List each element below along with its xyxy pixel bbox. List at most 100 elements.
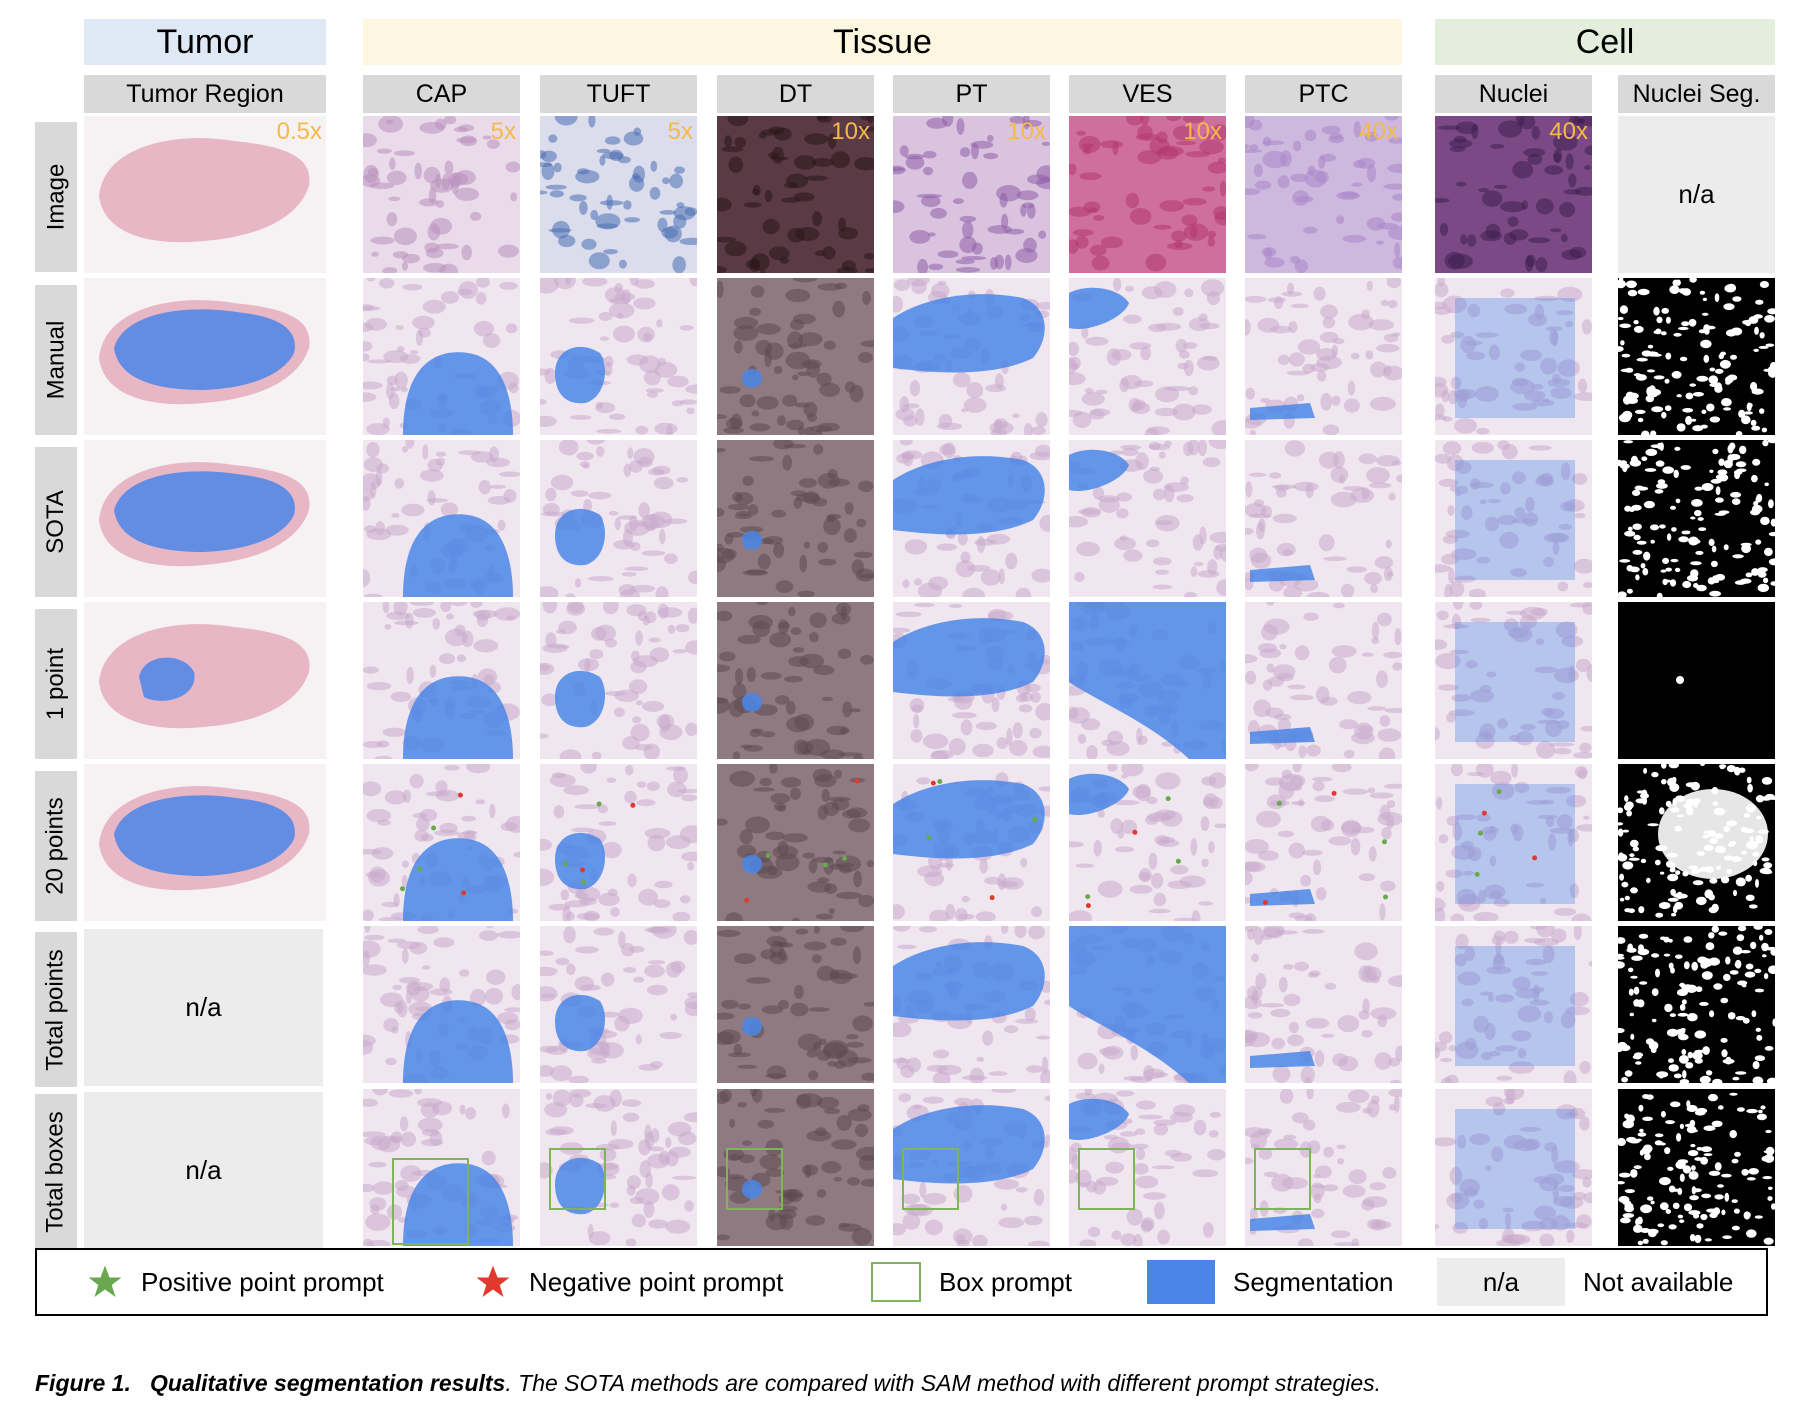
cell-total-points-ptc bbox=[1245, 926, 1402, 1083]
cell-sota-ptc bbox=[1245, 440, 1402, 597]
na-tumor-total-points: n/a bbox=[84, 929, 323, 1086]
cell-total-boxes-ptc bbox=[1245, 1089, 1402, 1246]
cell-1-point-nuclei bbox=[1435, 602, 1592, 759]
row-header-20-points: 20 points bbox=[35, 771, 77, 921]
thumbnail bbox=[1245, 1089, 1402, 1246]
cell-20-points-ptc bbox=[1245, 764, 1402, 921]
thumbnail bbox=[893, 764, 1050, 921]
thumbnail bbox=[1435, 926, 1592, 1083]
thumbnail bbox=[1069, 764, 1226, 921]
cell-20-points-pt bbox=[893, 764, 1050, 921]
cell-total-points-ves bbox=[1069, 926, 1226, 1083]
thumbnail bbox=[540, 116, 697, 273]
cell-image-cap: 5x bbox=[363, 116, 520, 273]
thumbnail bbox=[717, 1089, 874, 1246]
cell-sota-tuft bbox=[540, 440, 697, 597]
col-header-ves: VES bbox=[1069, 75, 1226, 113]
thumbnail bbox=[1435, 116, 1592, 273]
negative-star-icon bbox=[476, 1265, 510, 1297]
na-swatch: n/a bbox=[1437, 1258, 1565, 1306]
thumbnail bbox=[84, 440, 326, 597]
group-cell: Cell bbox=[1435, 19, 1775, 65]
cell-sota-dt bbox=[717, 440, 874, 597]
thumbnail bbox=[363, 926, 520, 1083]
row-header-sota: SOTA bbox=[35, 447, 77, 597]
thumbnail bbox=[1435, 602, 1592, 759]
cell-1-point-tumor-region bbox=[84, 602, 326, 759]
thumbnail bbox=[717, 602, 874, 759]
thumbnail bbox=[363, 440, 520, 597]
thumbnail bbox=[1069, 926, 1226, 1083]
cell-total-boxes-dt bbox=[717, 1089, 874, 1246]
row-header-manual: Manual bbox=[35, 285, 77, 435]
thumbnail bbox=[893, 926, 1050, 1083]
legend-negative: Negative point prompt bbox=[475, 1250, 783, 1314]
magnification-label: 40x bbox=[1549, 118, 1588, 145]
cell-sota-ves bbox=[1069, 440, 1226, 597]
thumbnail bbox=[540, 926, 697, 1083]
thumbnail bbox=[893, 440, 1050, 597]
thumbnail bbox=[1435, 1089, 1592, 1246]
thumbnail bbox=[1618, 764, 1775, 921]
cell-20-points-dt bbox=[717, 764, 874, 921]
cell-image-nuclei: 40x bbox=[1435, 116, 1592, 273]
row-header-1-point: 1 point bbox=[35, 609, 77, 759]
col-header-dt: DT bbox=[717, 75, 874, 113]
row-header-image: Image bbox=[35, 122, 77, 272]
magnification-label: 40x bbox=[1359, 118, 1398, 145]
thumbnail bbox=[717, 440, 874, 597]
cell-total-points-nuclei bbox=[1435, 926, 1592, 1083]
cell-1-point-ves bbox=[1069, 602, 1226, 759]
thumbnail bbox=[363, 764, 520, 921]
col-header-ptc: PTC bbox=[1245, 75, 1402, 113]
thumbnail bbox=[540, 602, 697, 759]
cell-1-point-ptc bbox=[1245, 602, 1402, 759]
cell-total-boxes-cap bbox=[363, 1089, 520, 1246]
caption-text: . The SOTA methods are compared with SAM… bbox=[505, 1370, 1382, 1396]
cell-manual-dt bbox=[717, 278, 874, 435]
thumbnail bbox=[717, 764, 874, 921]
row-header-total-boxes: Total boxes bbox=[35, 1094, 77, 1249]
na-nuclei-seg-image: n/a bbox=[1618, 116, 1775, 273]
cell-manual-ptc bbox=[1245, 278, 1402, 435]
segmentation-swatch bbox=[1147, 1260, 1215, 1304]
thumbnail bbox=[540, 1089, 697, 1246]
cell-20-points-tumor-region bbox=[84, 764, 326, 921]
thumbnail bbox=[1435, 278, 1592, 435]
cell-manual-pt bbox=[893, 278, 1050, 435]
legend-segmentation: Segmentation bbox=[1147, 1250, 1393, 1314]
thumbnail bbox=[1245, 926, 1402, 1083]
figure-caption: Figure 1. Qualitative segmentation resul… bbox=[35, 1370, 1381, 1397]
cell-1-point-cap bbox=[363, 602, 520, 759]
thumbnail bbox=[363, 602, 520, 759]
cell-sota-nuclei bbox=[1435, 440, 1592, 597]
thumbnail bbox=[1618, 602, 1775, 759]
cell-image-ves: 10x bbox=[1069, 116, 1226, 273]
cell-sota-tumor-region bbox=[84, 440, 326, 597]
thumbnail bbox=[1069, 116, 1226, 273]
thumbnail bbox=[1245, 602, 1402, 759]
thumbnail bbox=[84, 278, 326, 435]
cell-total-boxes-nuclei bbox=[1435, 1089, 1592, 1246]
cell-20-points-nuclei bbox=[1435, 764, 1592, 921]
magnification-label: 0.5x bbox=[276, 118, 322, 145]
thumbnail bbox=[1618, 440, 1775, 597]
thumbnail bbox=[84, 602, 326, 759]
thumbnail bbox=[893, 278, 1050, 435]
cell-20-points-cap bbox=[363, 764, 520, 921]
magnification-label: 10x bbox=[1183, 118, 1222, 145]
thumbnail bbox=[84, 764, 326, 921]
cell-total-points-tuft bbox=[540, 926, 697, 1083]
thumbnail bbox=[717, 926, 874, 1083]
cell-20-points-nuclei-seg bbox=[1618, 764, 1775, 921]
thumbnail bbox=[1069, 440, 1226, 597]
thumbnail bbox=[893, 116, 1050, 273]
na-tumor-total-boxes: n/a bbox=[84, 1092, 323, 1249]
cell-20-points-ves bbox=[1069, 764, 1226, 921]
legend-positive: Positive point prompt bbox=[87, 1250, 384, 1314]
thumbnail bbox=[717, 116, 874, 273]
row-header-total-points: Total points bbox=[35, 932, 77, 1087]
thumbnail bbox=[717, 278, 874, 435]
magnification-label: 10x bbox=[1007, 118, 1046, 145]
cell-sota-pt bbox=[893, 440, 1050, 597]
